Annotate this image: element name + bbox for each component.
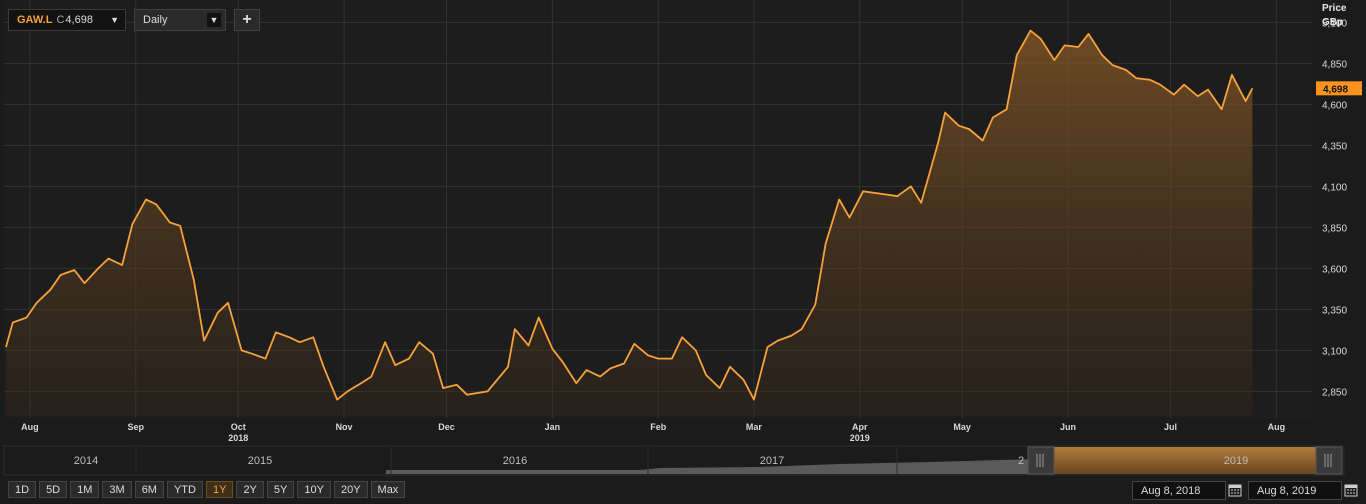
range-button-1m[interactable]: 1M [70, 481, 100, 498]
x-tick-label: Aug [21, 422, 39, 432]
last-price-label: 4,698 [1323, 84, 1348, 95]
range-button-3m[interactable]: 3M [102, 481, 132, 498]
x-year-label: 2019 [850, 433, 870, 443]
navigator-year-label: 2 [1018, 455, 1024, 467]
calendar-icon[interactable] [1227, 482, 1243, 498]
range-button-1d[interactable]: 1D [8, 481, 37, 498]
x-tick-label: Oct [231, 422, 246, 432]
y-tick-label: 5,100 [1322, 18, 1347, 29]
date-from-field[interactable]: Aug 8, 2018 [1132, 481, 1226, 500]
x-year-label: 2018 [228, 433, 248, 443]
navigator-year-label: 2019 [1224, 455, 1248, 467]
range-button-10y[interactable]: 10Y [297, 481, 331, 498]
y-tick-label: 3,350 [1322, 305, 1347, 316]
x-tick-label: Sep [128, 422, 145, 432]
range-button-6m[interactable]: 6M [134, 481, 164, 498]
range-buttons: 1D 5D 1M 3M 6M YTD 1Y 2Y 5Y 10Y 20Y Max [8, 481, 406, 498]
range-button-ytd[interactable]: YTD [166, 481, 203, 498]
interval-dropdown[interactable]: Daily ▼ [134, 9, 226, 31]
navigator[interactable]: 2014 2015 2016 2017 2 2019 [3, 445, 1345, 476]
triangle-down-icon: ▼ [207, 13, 221, 27]
symbol-selector[interactable]: GAW.L C 4,698 ▼ [8, 9, 126, 31]
triangle-down-icon: ▼ [110, 15, 119, 25]
navigator-year-labels: 2014 2015 2016 2017 2 2019 [74, 447, 1248, 474]
x-tick-label: Aug [1268, 422, 1286, 432]
last-price-badge: 4,698 [1316, 81, 1362, 96]
navigator-left-handle[interactable] [1027, 446, 1055, 475]
navigator-year-label: 2016 [503, 455, 527, 467]
y-tick-label: 3,600 [1322, 264, 1347, 275]
toolbar: GAW.L C 4,698 ▼ Daily ▼ + [8, 9, 260, 33]
x-tick-label: Feb [650, 422, 667, 432]
navigator-history [386, 459, 1040, 474]
x-tick-label: Dec [438, 422, 455, 432]
x-tick-label: Jul [1164, 422, 1177, 432]
range-button-1y[interactable]: 1Y [205, 481, 234, 498]
x-tick-label: Apr [852, 422, 868, 432]
range-button-max[interactable]: Max [370, 481, 406, 498]
handle-grip-icon [1036, 454, 1332, 467]
y-tick-label: 2,850 [1322, 387, 1347, 398]
add-button[interactable]: + [234, 9, 260, 31]
axis-title-unit: GBp [1322, 17, 1343, 28]
y-tick-label: 4,600 [1322, 100, 1347, 111]
axis-title-price: Price [1322, 3, 1347, 14]
x-tick-label: Jan [545, 422, 561, 432]
y-tick-label: 3,850 [1322, 223, 1347, 234]
close-prefix: C [56, 14, 65, 26]
x-tick-label: Jun [1060, 422, 1076, 432]
y-tick-label: 4,350 [1322, 141, 1347, 152]
y-tick-label: 3,100 [1322, 346, 1347, 357]
symbol-label: GAW.L [17, 14, 53, 26]
navigator-year-label: 2014 [74, 455, 98, 467]
date-to-field[interactable]: Aug 8, 2019 [1248, 481, 1342, 500]
navigator-selection[interactable] [1040, 447, 1320, 474]
calendar-icon[interactable] [1343, 482, 1359, 498]
range-button-2y[interactable]: 2Y [236, 481, 264, 498]
x-tick-label: May [953, 422, 971, 432]
close-value: 4,698 [65, 14, 93, 26]
navigator-year-label: 2017 [760, 455, 784, 467]
x-tick-label: Nov [336, 422, 353, 432]
range-button-5d[interactable]: 5D [39, 481, 68, 498]
range-button-20y[interactable]: 20Y [333, 481, 368, 498]
price-area [6, 30, 1253, 416]
y-axis: 2,850 3,100 3,350 3,600 3,850 4,100 4,350 4,600… [1322, 18, 1347, 398]
price-line [5, 29, 1254, 401]
x-tick-label: Mar [746, 422, 763, 432]
range-button-5y[interactable]: 5Y [266, 481, 295, 498]
navigator-right-handle[interactable] [1315, 446, 1343, 475]
interval-label: Daily [143, 14, 168, 26]
navigator-year-label: 2015 [248, 455, 272, 467]
y-tick-label: 4,850 [1322, 59, 1347, 70]
y-tick-label: 4,100 [1322, 182, 1347, 193]
